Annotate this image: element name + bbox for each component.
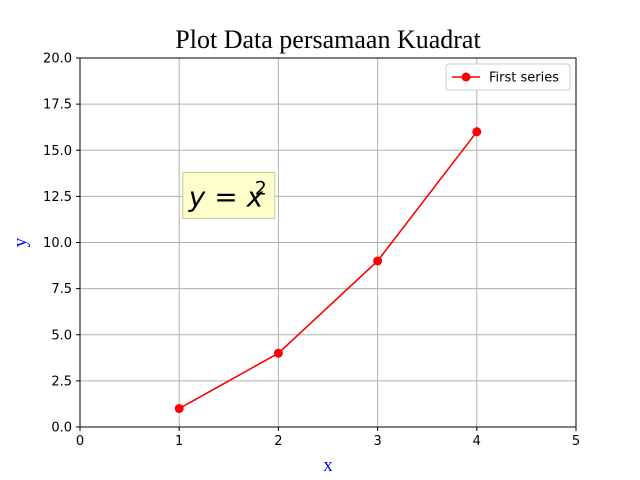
y-tick-label: 12.5 [43,190,72,205]
tick-layer: 0 1 2 3 4 5 0.0 2.5 5.0 7.5 10.0 12.5 15.0 17.5 20.0 [43,52,580,450]
y-tick-label: 15.0 [43,144,72,159]
series-layer [174,127,482,414]
y-tick-label: 20.0 [43,52,72,67]
chart-title: Plot Data persamaan Kuadrat [175,25,481,54]
annotation-box [182,171,276,219]
series-line [178,131,478,410]
x-tick-label: 3 [373,434,381,449]
y-tick-label: 7.5 [51,282,72,297]
data-point [373,256,383,266]
x-tick-label: 0 [76,434,84,449]
data-point [472,127,482,137]
y-tick-label: 2.5 [51,374,72,389]
x-tick-label: 2 [274,434,282,449]
x-tick-label: 5 [572,434,580,449]
legend-label: First series [489,71,559,86]
x-tick-label: 4 [473,434,481,449]
annotation-exponent: 2 [255,177,267,199]
equation-annotation: y = x2 [182,171,276,219]
x-tick-label: 1 [175,434,183,449]
legend-box [445,63,571,91]
x-axis-label: x [323,455,333,476]
y-tick-label: 10.0 [43,236,72,251]
legend-marker [461,72,471,82]
annotation-text: y = x [188,180,264,213]
data-point [174,404,184,414]
y-tick-label: 17.5 [43,98,72,113]
legend: First series [445,63,571,91]
y-axis-label: y [10,237,31,247]
y-tick-label: 0.0 [51,421,72,436]
data-point [273,348,283,358]
y-tick-label: 5.0 [51,328,72,343]
